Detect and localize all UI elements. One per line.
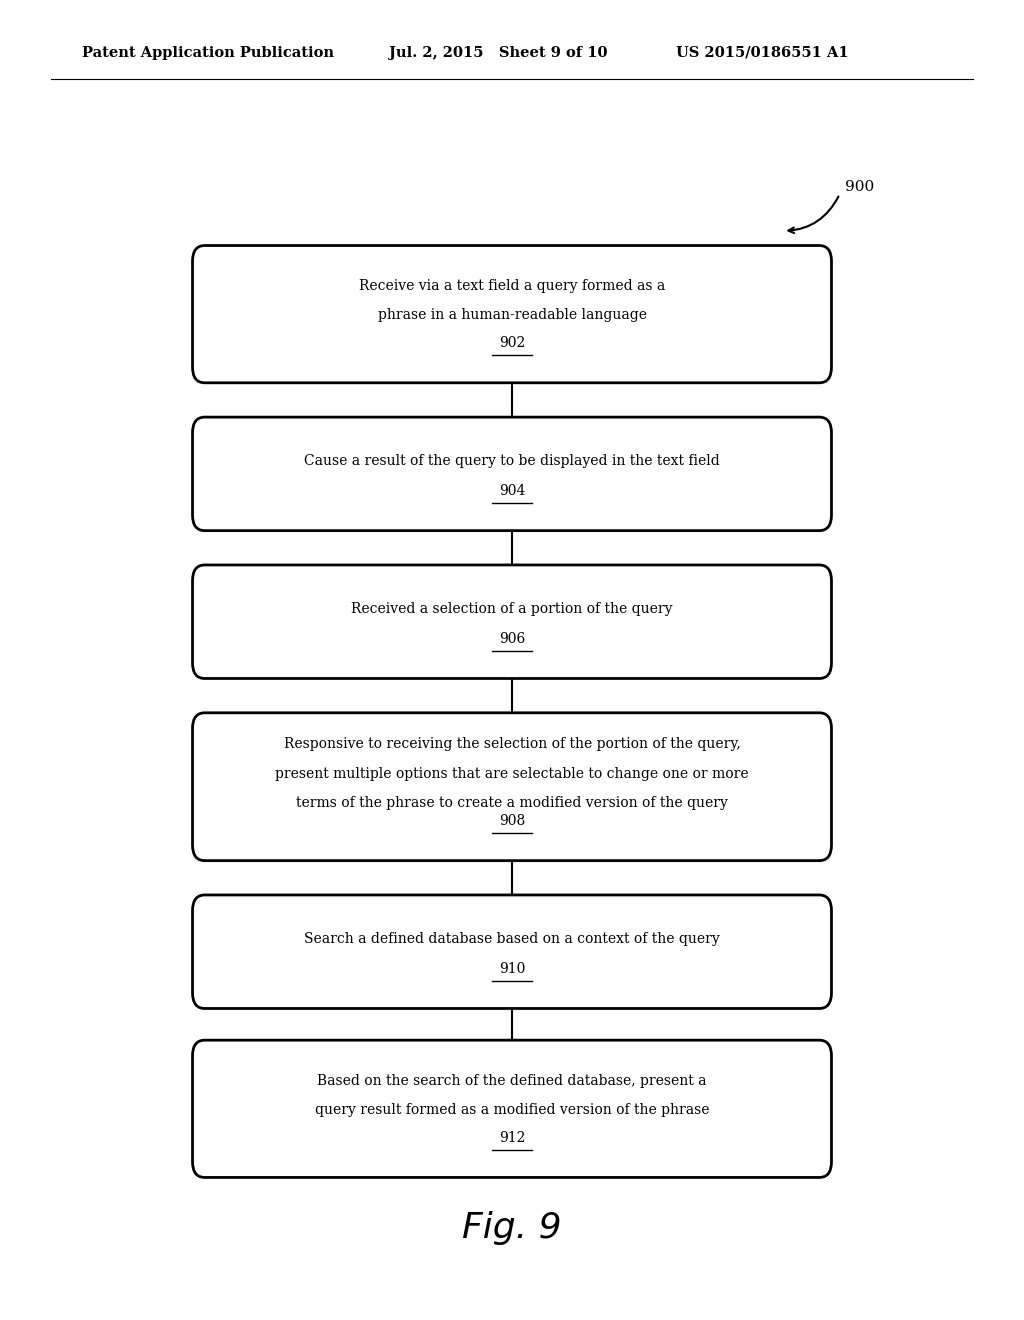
FancyBboxPatch shape xyxy=(193,417,831,531)
Text: 902: 902 xyxy=(499,337,525,350)
Text: Fig. 9: Fig. 9 xyxy=(462,1210,562,1245)
Text: terms of the phrase to create a modified version of the query: terms of the phrase to create a modified… xyxy=(296,796,728,809)
Text: phrase in a human-readable language: phrase in a human-readable language xyxy=(378,309,646,322)
Text: 912: 912 xyxy=(499,1131,525,1144)
Text: Patent Application Publication: Patent Application Publication xyxy=(82,46,334,59)
FancyBboxPatch shape xyxy=(193,1040,831,1177)
Text: Based on the search of the defined database, present a: Based on the search of the defined datab… xyxy=(317,1074,707,1088)
Text: 908: 908 xyxy=(499,814,525,828)
FancyBboxPatch shape xyxy=(193,895,831,1008)
FancyBboxPatch shape xyxy=(193,565,831,678)
Text: Receive via a text field a query formed as a: Receive via a text field a query formed … xyxy=(358,280,666,293)
Text: Cause a result of the query to be displayed in the text field: Cause a result of the query to be displa… xyxy=(304,454,720,467)
Text: Responsive to receiving the selection of the portion of the query,: Responsive to receiving the selection of… xyxy=(284,738,740,751)
FancyBboxPatch shape xyxy=(193,713,831,861)
Text: 906: 906 xyxy=(499,632,525,645)
Text: US 2015/0186551 A1: US 2015/0186551 A1 xyxy=(676,46,849,59)
Text: Jul. 2, 2015   Sheet 9 of 10: Jul. 2, 2015 Sheet 9 of 10 xyxy=(389,46,607,59)
Text: 900: 900 xyxy=(845,181,874,194)
Text: query result formed as a modified version of the phrase: query result formed as a modified versio… xyxy=(314,1104,710,1117)
Text: present multiple options that are selectable to change one or more: present multiple options that are select… xyxy=(275,767,749,780)
Text: Received a selection of a portion of the query: Received a selection of a portion of the… xyxy=(351,602,673,615)
Text: 904: 904 xyxy=(499,484,525,498)
Text: Search a defined database based on a context of the query: Search a defined database based on a con… xyxy=(304,932,720,945)
FancyBboxPatch shape xyxy=(193,246,831,383)
Text: 910: 910 xyxy=(499,962,525,975)
